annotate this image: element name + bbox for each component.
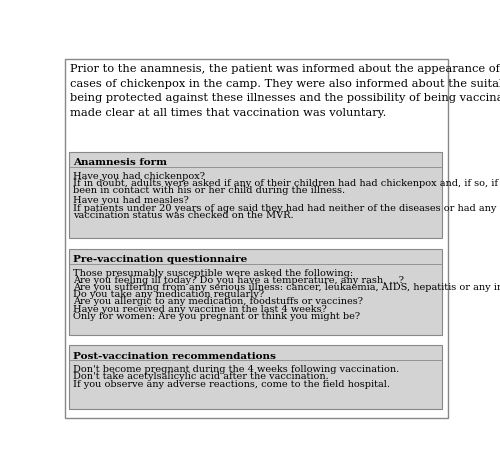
Text: Anamnesis form: Anamnesis form [74, 158, 168, 167]
Text: Prior to the anamnesis, the patient was informed about the appearance of a few
c: Prior to the anamnesis, the patient was … [70, 64, 500, 118]
Text: If you observe any adverse reactions, come to the field hospital.: If you observe any adverse reactions, co… [74, 379, 390, 388]
Text: Don't become pregnant during the 4 weeks following vaccination.: Don't become pregnant during the 4 weeks… [74, 365, 400, 374]
FancyBboxPatch shape [68, 152, 442, 238]
Text: Are you suffering from any serious illness: cancer, leukaemia, AIDS, hepatitis o: Are you suffering from any serious illne… [74, 283, 500, 292]
Text: Have you received any vaccine in the last 4 weeks?: Have you received any vaccine in the las… [74, 304, 327, 313]
Text: If in doubt, adults were asked if any of their children had had chickenpox and, : If in doubt, adults were asked if any of… [74, 179, 500, 188]
Text: Those presumably susceptible were asked the following:: Those presumably susceptible were asked … [74, 269, 353, 278]
Text: If patients under 20 years of age said they had had neither of the diseases or h: If patients under 20 years of age said t… [74, 203, 500, 212]
Text: Only for women: Are you pregnant or think you might be?: Only for women: Are you pregnant or thin… [74, 312, 360, 320]
FancyBboxPatch shape [65, 59, 448, 418]
Text: vaccination status was checked on the MVR.: vaccination status was checked on the MV… [74, 211, 294, 219]
Text: Have you had chickenpox?: Have you had chickenpox? [74, 172, 206, 181]
FancyBboxPatch shape [68, 346, 442, 409]
Text: been in contact with his or her child during the illness.: been in contact with his or her child du… [74, 186, 345, 195]
Text: Do you take any medication regularly?: Do you take any medication regularly? [74, 290, 264, 299]
Text: Don't take acetylsalicylic acid after the vaccination.: Don't take acetylsalicylic acid after th… [74, 372, 329, 381]
Text: Are you feeling ill today? Do you have a temperature, any rash, ...?: Are you feeling ill today? Do you have a… [74, 276, 404, 285]
Text: Are you allergic to any medication, foodstuffs or vaccines?: Are you allergic to any medication, food… [74, 297, 364, 306]
Text: Have you had measles?: Have you had measles? [74, 196, 189, 205]
Text: Pre-vaccination questionnaire: Pre-vaccination questionnaire [74, 255, 248, 264]
Text: Post-vaccination recommendations: Post-vaccination recommendations [74, 352, 276, 361]
FancyBboxPatch shape [68, 249, 442, 336]
